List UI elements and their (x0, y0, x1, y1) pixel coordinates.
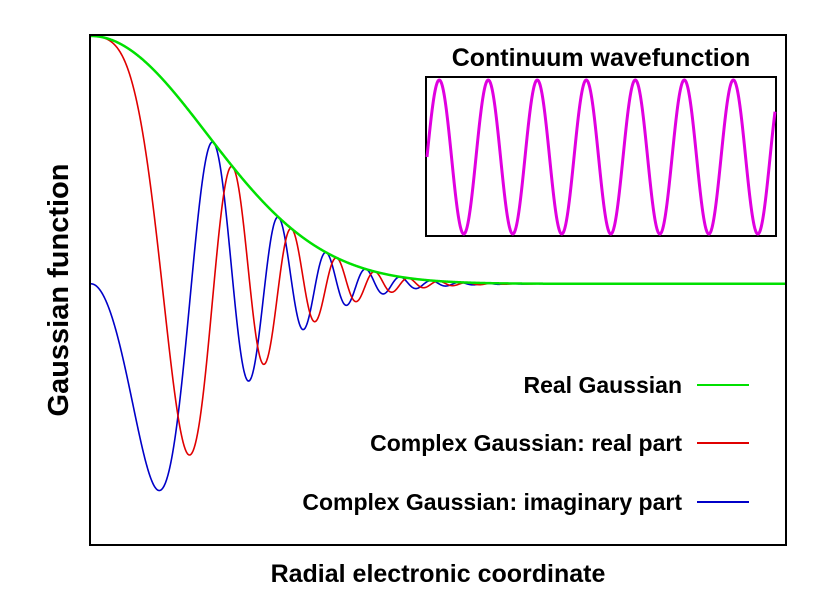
y-axis-label: Gaussian function (43, 164, 75, 417)
plot-frame (89, 34, 787, 546)
inset-frame (425, 76, 777, 237)
series-line-1 (91, 34, 785, 286)
legend-label-2: Complex Gaussian: real part (370, 430, 682, 456)
curves-layer (90, 34, 785, 492)
legend: Real Gaussian Complex Gaussian: real part… (302, 372, 749, 515)
inset: Continuum wavefunction (425, 44, 777, 237)
legend-label-3: Complex Gaussian: imaginary part (302, 489, 682, 515)
inset-title: Continuum wavefunction (452, 44, 751, 72)
legend-label-1: Real Gaussian (523, 372, 682, 398)
inset-wave-line (425, 78, 777, 236)
x-axis-label: Radial electronic coordinate (271, 560, 606, 588)
